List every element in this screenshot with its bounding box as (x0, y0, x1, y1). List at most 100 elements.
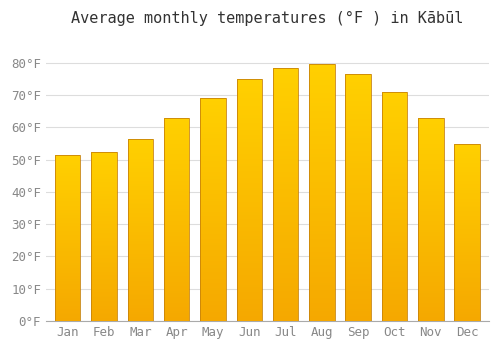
Bar (128, 212, 153, 214)
Bar (55, 205, 80, 206)
Bar (418, 270, 444, 272)
Bar (236, 142, 262, 144)
Bar (418, 268, 444, 270)
Bar (236, 309, 262, 312)
Bar (164, 195, 190, 197)
Bar (382, 316, 407, 319)
Bar (92, 240, 117, 242)
Bar (200, 292, 226, 294)
Bar (454, 172, 480, 174)
Bar (236, 268, 262, 270)
Bar (200, 259, 226, 261)
Bar (128, 263, 153, 265)
Bar (92, 209, 117, 211)
Bar (346, 79, 371, 82)
Bar (92, 270, 117, 272)
Bar (454, 158, 480, 160)
Bar (92, 243, 117, 245)
Bar (418, 164, 444, 167)
Bar (128, 226, 153, 228)
Bar (236, 166, 262, 169)
Bar (200, 308, 226, 310)
Bar (164, 307, 190, 309)
Bar (382, 234, 407, 236)
Bar (92, 268, 117, 270)
Bar (200, 161, 226, 163)
Bar (346, 316, 371, 318)
Bar (128, 157, 153, 159)
Bar (346, 109, 371, 111)
Bar (55, 155, 80, 321)
Bar (454, 307, 480, 309)
Bar (309, 75, 334, 77)
Bar (92, 152, 117, 321)
Bar (236, 91, 262, 93)
Bar (454, 213, 480, 215)
Bar (236, 205, 262, 207)
Bar (454, 300, 480, 301)
Bar (128, 139, 153, 140)
Bar (236, 251, 262, 253)
Bar (454, 174, 480, 175)
Bar (128, 184, 153, 186)
Bar (309, 88, 334, 90)
Bar (200, 176, 226, 178)
Bar (418, 232, 444, 233)
Bar (346, 222, 371, 225)
Bar (346, 101, 371, 104)
Bar (309, 167, 334, 170)
Bar (346, 296, 371, 299)
Bar (200, 110, 226, 112)
Bar (128, 170, 153, 172)
Bar (92, 206, 117, 208)
Bar (200, 254, 226, 257)
Bar (382, 133, 407, 135)
Bar (55, 303, 80, 304)
Bar (236, 280, 262, 282)
Bar (236, 234, 262, 236)
Bar (55, 165, 80, 167)
Bar (164, 225, 190, 228)
Bar (128, 221, 153, 223)
Bar (236, 278, 262, 280)
Bar (273, 70, 298, 73)
Bar (382, 259, 407, 261)
Bar (164, 303, 190, 305)
Bar (273, 111, 298, 113)
Bar (164, 309, 190, 311)
Bar (92, 212, 117, 214)
Bar (382, 188, 407, 190)
Bar (200, 134, 226, 136)
Bar (346, 114, 371, 116)
Bar (164, 248, 190, 250)
Bar (55, 231, 80, 233)
Bar (273, 258, 298, 260)
Bar (55, 258, 80, 260)
Bar (309, 105, 334, 108)
Bar (236, 224, 262, 227)
Bar (236, 159, 262, 161)
Bar (454, 275, 480, 276)
Bar (128, 166, 153, 168)
Bar (200, 136, 226, 138)
Bar (55, 191, 80, 193)
Bar (200, 185, 226, 187)
Bar (92, 219, 117, 221)
Bar (92, 292, 117, 294)
Bar (236, 239, 262, 241)
Bar (454, 273, 480, 275)
Bar (55, 234, 80, 236)
Bar (346, 124, 371, 126)
Bar (92, 201, 117, 202)
Bar (454, 250, 480, 252)
Bar (346, 156, 371, 158)
Bar (164, 230, 190, 232)
Bar (55, 187, 80, 188)
Bar (309, 72, 334, 75)
Bar (92, 152, 117, 153)
Bar (55, 161, 80, 163)
Bar (55, 306, 80, 308)
Bar (454, 287, 480, 289)
Bar (164, 189, 190, 191)
Bar (273, 146, 298, 149)
